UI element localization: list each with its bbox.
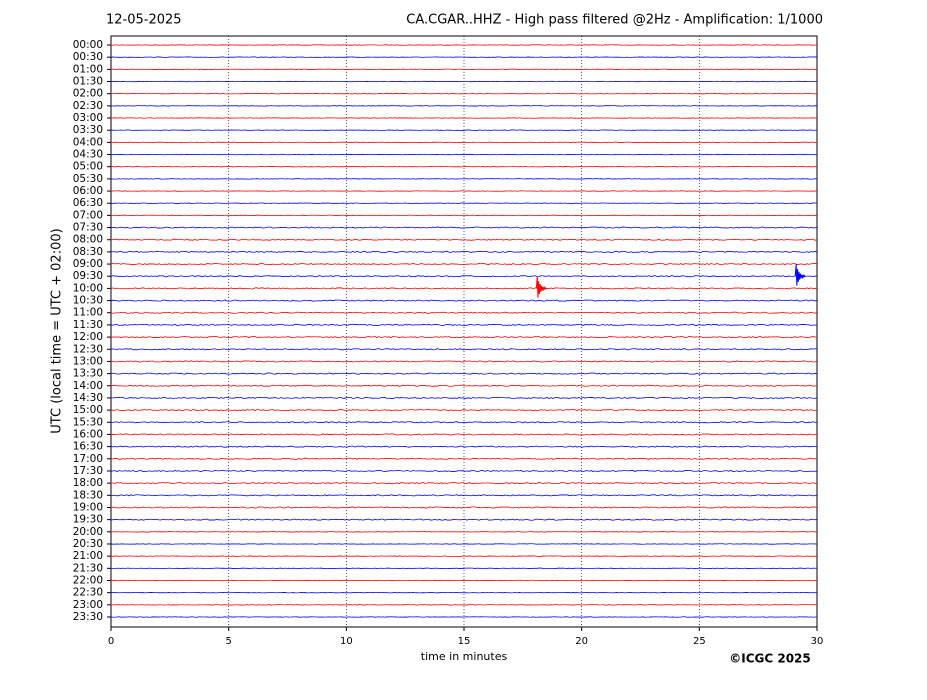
y-tick-label: 00:00 [73, 39, 103, 51]
trace [111, 544, 817, 545]
y-tick-label: 23:00 [73, 599, 103, 611]
trace [111, 179, 817, 180]
y-tick-label: 07:00 [73, 209, 103, 221]
y-tick-label: 02:00 [73, 88, 103, 100]
trace [111, 106, 817, 107]
x-axis-label: time in minutes [421, 650, 508, 663]
y-tick-label: 19:30 [73, 514, 103, 526]
trace [111, 191, 817, 192]
y-tick-label: 02:30 [73, 100, 103, 112]
y-tick-label: 20:30 [73, 538, 103, 550]
trace [111, 154, 817, 155]
trace [111, 580, 817, 581]
y-tick-label: 15:00 [73, 404, 103, 416]
x-tick-label: 10 [340, 636, 353, 647]
y-tick-label: 20:00 [73, 526, 103, 538]
y-tick-label: 17:00 [73, 453, 103, 465]
y-tick-label: 16:30 [73, 441, 103, 453]
y-tick-label: 21:00 [73, 550, 103, 562]
y-tick-label: 16:00 [73, 428, 103, 440]
y-tick-label: 01:00 [73, 63, 103, 75]
y-tick-label: 10:30 [73, 295, 103, 307]
y-tick-label: 18:00 [73, 477, 103, 489]
y-tick-label: 04:30 [73, 149, 103, 161]
y-tick-label: 08:00 [73, 234, 103, 246]
x-tick-label: 20 [575, 636, 588, 647]
y-tick-label: 07:30 [73, 222, 103, 234]
y-tick-label: 09:30 [73, 270, 103, 282]
y-tick-label: 18:30 [73, 489, 103, 501]
y-tick-label: 11:00 [73, 307, 103, 319]
y-tick-label: 05:30 [73, 173, 103, 185]
trace [111, 45, 817, 46]
trace [111, 142, 817, 143]
trace [111, 93, 817, 94]
trace [111, 556, 817, 557]
trace [111, 532, 817, 533]
trace [111, 57, 817, 58]
y-tick-label: 08:30 [73, 246, 103, 258]
y-tick-label: 14:00 [73, 380, 103, 392]
y-tick-label: 04:00 [73, 136, 103, 148]
chart-date: 12-05-2025 [106, 13, 182, 28]
x-tick-label: 0 [108, 636, 114, 647]
x-tick-label: 5 [225, 636, 231, 647]
y-tick-label: 23:30 [73, 611, 103, 623]
y-tick-label: 11:30 [73, 319, 103, 331]
trace [111, 617, 817, 618]
y-axis-label: UTC (local time = UTC + 02:00) [50, 228, 65, 433]
y-tick-label: 13:30 [73, 368, 103, 380]
trace [111, 166, 817, 167]
y-tick-label: 22:00 [73, 574, 103, 586]
x-tick-label: 25 [693, 636, 706, 647]
trace [111, 118, 817, 119]
y-tick-label: 22:30 [73, 587, 103, 599]
x-tick-label: 15 [458, 636, 471, 647]
y-tick-label: 09:00 [73, 258, 103, 270]
y-tick-label: 21:30 [73, 562, 103, 574]
y-tick-label: 14:30 [73, 392, 103, 404]
y-tick-label: 06:30 [73, 197, 103, 209]
trace [111, 81, 817, 82]
credit: ©ICGC 2025 [729, 652, 811, 666]
y-tick-label: 01:30 [73, 76, 103, 88]
y-tick-label: 10:00 [73, 282, 103, 294]
chart-title: CA.CGAR..HHZ - High pass filtered @2Hz -… [406, 13, 823, 28]
y-tick-label: 05:00 [73, 161, 103, 173]
y-tick-label: 12:00 [73, 331, 103, 343]
trace [111, 130, 817, 131]
y-tick-label: 00:30 [73, 51, 103, 63]
y-tick-label: 03:00 [73, 112, 103, 124]
y-tick-label: 15:30 [73, 416, 103, 428]
x-tick-label: 30 [811, 636, 824, 647]
y-tick-label: 19:00 [73, 501, 103, 513]
y-tick-label: 12:30 [73, 343, 103, 355]
y-tick-label: 13:00 [73, 355, 103, 367]
y-tick-label: 17:30 [73, 465, 103, 477]
y-tick-label: 03:30 [73, 124, 103, 136]
y-tick-label: 06:00 [73, 185, 103, 197]
